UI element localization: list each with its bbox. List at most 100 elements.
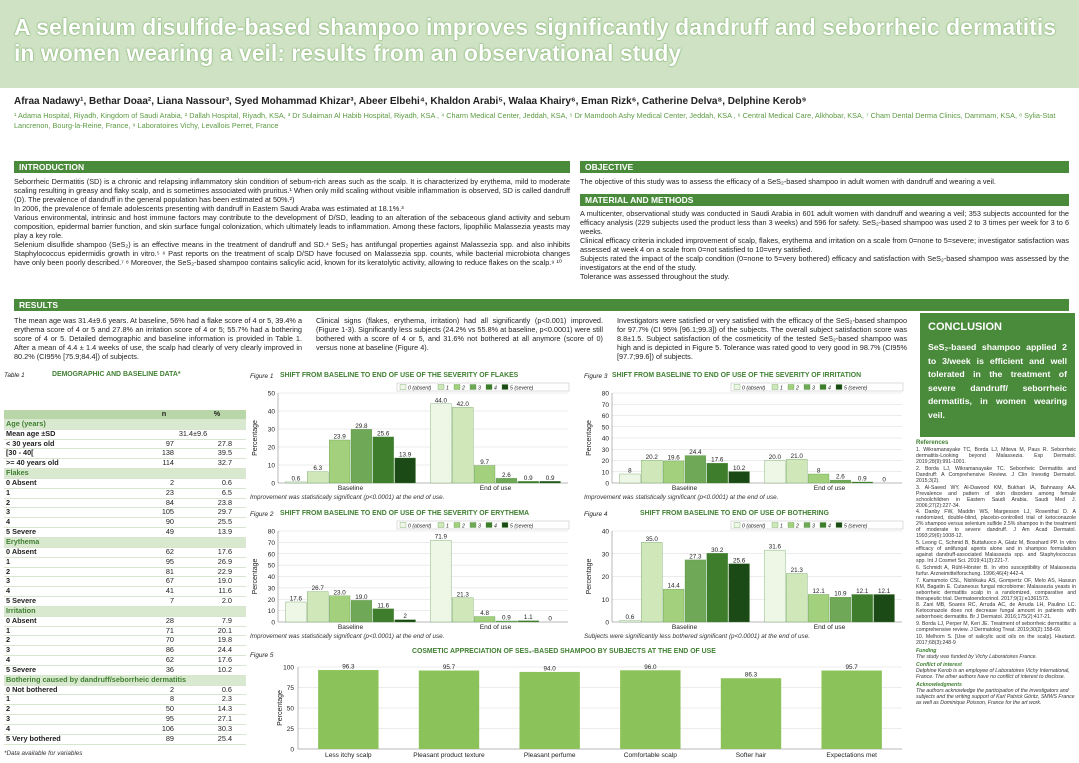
reference-item: 6. Schmidt A, Rühl-Hörster B. In vitro s… [916, 564, 1076, 577]
table-cell-n: 86 [140, 645, 188, 657]
data-label: 1.1 [524, 614, 533, 621]
table-row-label: 2 [4, 498, 140, 509]
legend-swatch [501, 384, 509, 390]
y-tick-label: 50 [287, 706, 295, 713]
table-section-label: Flakes [4, 468, 246, 479]
data-label: 0.6 [292, 475, 301, 482]
table-row-label: 0 Absent [4, 478, 140, 489]
legend-label: 4 [494, 385, 497, 391]
methods-text: A multicenter, observational study was c… [580, 209, 1069, 281]
y-tick-label: 30 [602, 447, 610, 454]
figure4-label: Figure 4 [584, 511, 608, 518]
data-label: 10.2 [733, 465, 746, 472]
table-header-n: n [140, 409, 188, 420]
legend-swatch [485, 522, 493, 528]
y-tick-label: 10 [268, 463, 276, 470]
bar [418, 670, 480, 749]
table-row: 4 90 25.5 [4, 517, 246, 529]
poster-title: A selenium disulfide-based shampoo impro… [14, 14, 1057, 66]
data-label: 0.6 [626, 614, 635, 621]
table-cell-n: 36 [140, 665, 188, 676]
data-label: 27.3 [689, 553, 702, 560]
legend-swatch [803, 384, 811, 390]
table-row-label: 3 [4, 576, 140, 588]
bar [641, 542, 663, 623]
legend-swatch [803, 522, 811, 528]
y-axis-label: Percentage [252, 558, 259, 594]
bar [452, 597, 474, 623]
reference-item: 4. Danby FW, Maddin WS, Margesson LJ, Ro… [916, 509, 1076, 540]
table-section-label: Erythema [4, 537, 246, 548]
data-label: 26.7 [312, 585, 325, 592]
funding-heading: Funding [916, 647, 937, 654]
table-cell-n: 49 [140, 527, 188, 538]
bar [318, 670, 379, 749]
demographic-table: n % Age (years) Mean age ±SD 31.4±9.6 < 30 … [4, 409, 246, 745]
table-cell-pct: 26.9 [188, 557, 246, 568]
data-label: 24.4 [689, 449, 702, 456]
table-row: Mean age ±SD 31.4±9.6 [4, 429, 246, 440]
bar [519, 671, 580, 749]
bar [728, 471, 750, 484]
bar [720, 678, 782, 749]
table-row-label: 5 Severe [4, 527, 140, 538]
legend-label: 3 [812, 385, 815, 391]
bar [350, 600, 372, 623]
y-tick-label: 0 [605, 620, 609, 627]
y-tick-label: 40 [268, 409, 276, 416]
data-label: 21.3 [791, 567, 804, 574]
data-label: 95.7 [443, 664, 456, 671]
y-tick-label: 70 [268, 540, 276, 547]
y-tick-label: 20 [602, 458, 610, 465]
chart-svg: Percentage 0 25 50 75 100 96.3 Less itchy scalp… [277, 664, 902, 759]
table-row-label: 3 [4, 714, 140, 725]
table-row-label: [30 - 40[ [4, 449, 140, 460]
funding-text: The study was funded by Vichy Laboratoir… [916, 653, 1038, 660]
table-row: >= 40 years old 114 32.7 [4, 458, 246, 470]
table-cell-n: 67 [140, 576, 188, 588]
data-label: 0.9 [502, 614, 511, 621]
table-row-label: 5 Severe [4, 665, 140, 676]
objective-text: The objective of this study was to asses… [580, 177, 996, 186]
table-row: < 30 years old 97 27.8 [4, 439, 246, 450]
y-tick-label: 10 [268, 608, 276, 615]
y-tick-label: 75 [287, 685, 295, 692]
table-row: Bothering caused by dandruff/seborrheic … [4, 675, 246, 686]
y-axis-label: Percentage [586, 558, 593, 594]
table-cell-pct: 22.9 [188, 567, 246, 578]
figure5-title: COSMETIC APPRECIATION OF SES₂-BASED SHAM… [412, 648, 716, 655]
y-axis-label: Percentage [277, 690, 284, 726]
data-label: 0.9 [858, 475, 867, 482]
figure1-note: Improvement was statistically significan… [250, 494, 445, 501]
table-row-label: 1 [4, 626, 140, 637]
legend-label: 4 [494, 523, 497, 529]
bar [619, 473, 641, 484]
table-row: 1 23 6.5 [4, 488, 246, 499]
x-tick-label: Less itchy scalp [325, 752, 372, 759]
ack-heading: Acknowledgments [916, 682, 962, 689]
x-tick-label: Expectations met [826, 752, 877, 759]
bar [684, 559, 706, 623]
table-row-label: 5 Severe [4, 596, 140, 607]
table-cell-n: 7 [140, 596, 188, 607]
data-label: 0.9 [524, 475, 533, 482]
x-tick-label: End of use [480, 485, 512, 492]
legend-swatch [399, 384, 407, 390]
table-row: 0 Not bothered 2 0.6 [4, 685, 246, 696]
y-axis-label: Percentage [586, 420, 593, 456]
introduction-text: Seborrheic Dermatitis (SD) is a chronic … [14, 177, 570, 267]
y-tick-label: 50 [268, 391, 276, 398]
figure3-label: Figure 3 [584, 373, 608, 380]
table-label: Table 1 [4, 372, 25, 379]
legend-label: 5 (severe) [510, 523, 534, 529]
data-label: 35.0 [646, 536, 659, 543]
legend-label: 5 (severe) [510, 385, 534, 391]
x-tick-label: Pleasant product texture [413, 752, 485, 759]
table-row-label: 4 [4, 517, 140, 529]
table-cell-n: 138 [140, 449, 188, 460]
figure3-title: SHIFT FROM BASELINE TO END OF USE OF THE… [612, 372, 862, 379]
data-label: 2.6 [502, 472, 511, 479]
table-row-label: 5 Very bothered [4, 734, 140, 745]
legend-label: 2 [461, 385, 465, 391]
